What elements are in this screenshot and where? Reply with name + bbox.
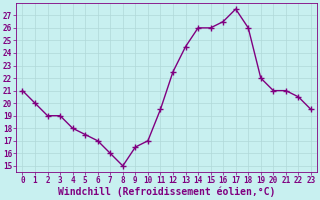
X-axis label: Windchill (Refroidissement éolien,°C): Windchill (Refroidissement éolien,°C)	[58, 187, 276, 197]
